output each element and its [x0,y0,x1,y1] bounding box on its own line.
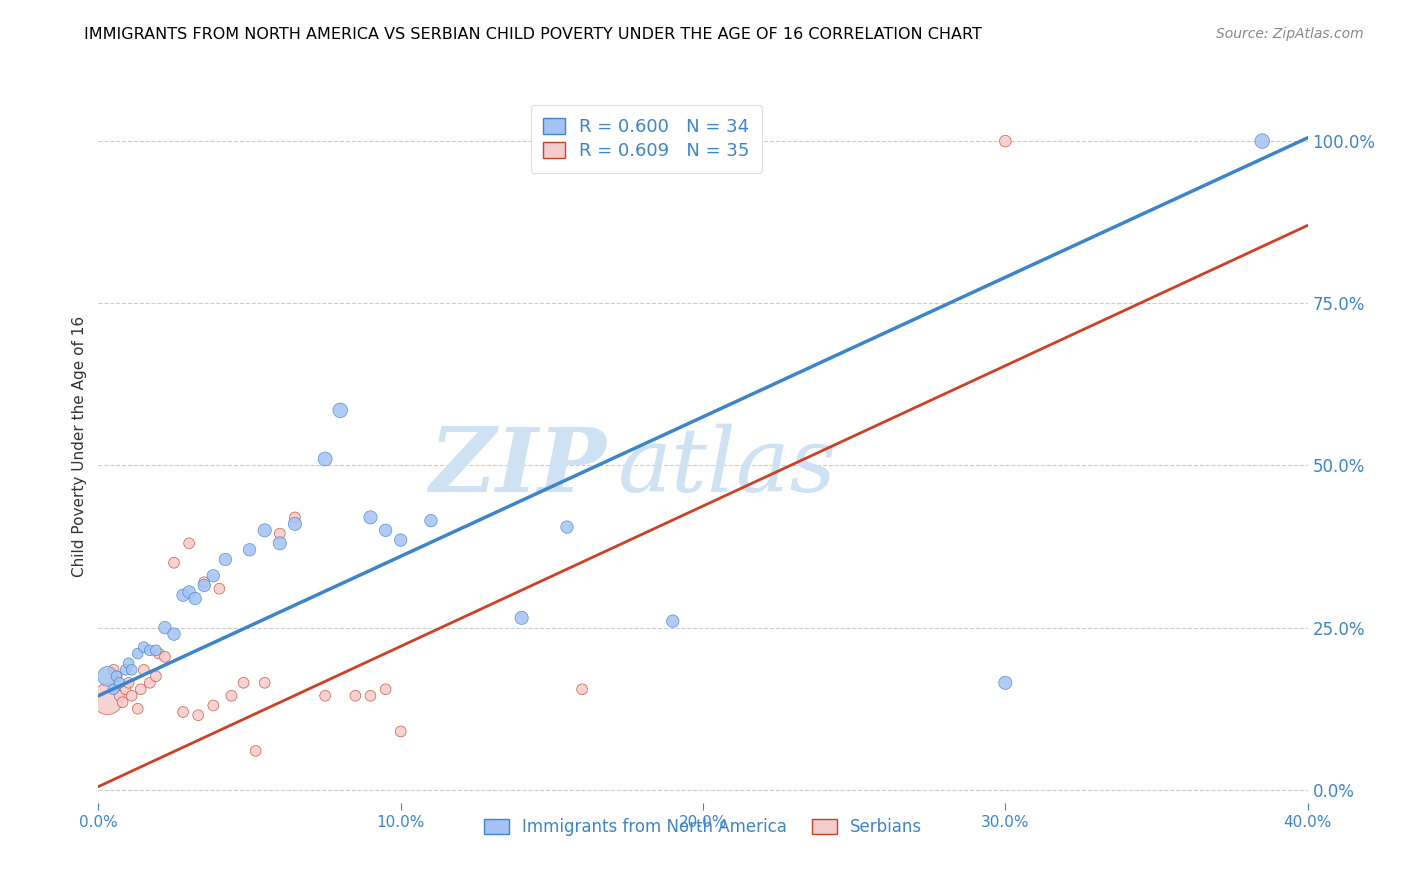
Point [208,582,231,596]
Point [96,669,118,683]
Point [661,614,683,628]
Point [1251,134,1274,148]
Point [139,675,162,690]
Point [389,533,412,547]
Point [129,682,152,697]
Point [114,663,136,677]
Point [193,575,215,590]
Point [202,568,225,582]
Point [571,682,593,697]
Point [108,689,131,703]
Point [145,643,167,657]
Point [284,516,307,531]
Point [145,669,167,683]
Legend: Immigrants from North America, Serbians: Immigrants from North America, Serbians [475,810,931,845]
Point [179,536,201,550]
Point [105,669,128,683]
Point [221,689,243,703]
Point [127,647,149,661]
Point [202,698,225,713]
Point [360,510,382,524]
Point [184,591,207,606]
Point [389,724,412,739]
Point [139,643,162,657]
Point [96,692,118,706]
Point [329,403,352,417]
Point [284,510,307,524]
Text: IMMIGRANTS FROM NORTH AMERICA VS SERBIAN CHILD POVERTY UNDER THE AGE OF 16 CORRE: IMMIGRANTS FROM NORTH AMERICA VS SERBIAN… [84,27,983,42]
Point [344,689,367,703]
Point [994,134,1017,148]
Point [994,675,1017,690]
Point [172,705,194,719]
Point [314,452,336,467]
Point [111,695,134,709]
Point [108,675,131,690]
Point [132,640,155,654]
Point [193,578,215,592]
Point [187,708,209,723]
Point [121,689,143,703]
Point [214,552,236,566]
Point [148,647,170,661]
Point [239,542,262,557]
Point [132,663,155,677]
Point [103,663,125,677]
Point [127,702,149,716]
Text: atlas: atlas [619,424,838,511]
Point [360,689,382,703]
Point [172,588,194,602]
Text: ZIP: ZIP [430,425,606,510]
Point [163,556,186,570]
Y-axis label: Child Poverty Under the Age of 16: Child Poverty Under the Age of 16 [72,316,87,576]
Point [269,536,291,550]
Point [103,682,125,697]
Point [163,627,186,641]
Point [555,520,578,534]
Point [269,526,291,541]
Point [118,657,141,671]
Point [121,663,143,677]
Point [232,675,254,690]
Point [105,669,128,683]
Point [118,675,141,690]
Point [114,682,136,697]
Text: Source: ZipAtlas.com: Source: ZipAtlas.com [1216,27,1364,41]
Point [179,585,201,599]
Point [420,514,443,528]
Point [314,689,336,703]
Point [245,744,267,758]
Point [253,675,276,690]
Point [510,611,533,625]
Point [153,649,176,664]
Point [153,621,176,635]
Point [374,682,396,697]
Point [253,524,276,538]
Point [374,524,396,538]
